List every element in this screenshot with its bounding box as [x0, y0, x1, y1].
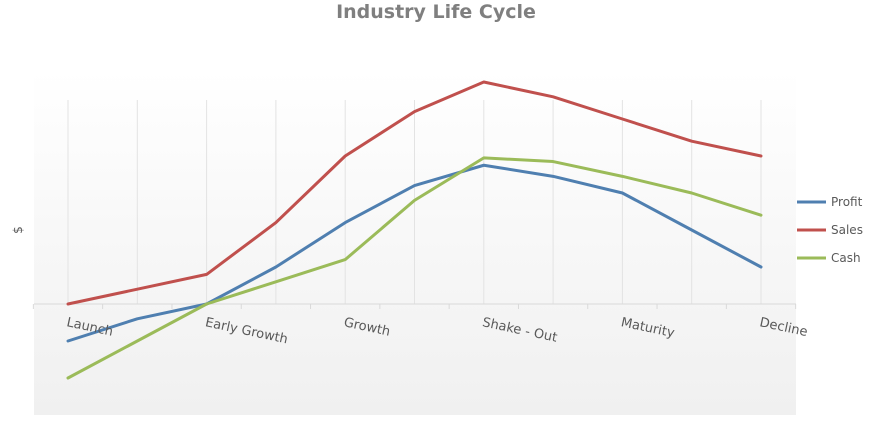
x-axis-ticks — [32, 304, 797, 309]
y-axis-label: $ — [11, 226, 25, 234]
legend-label-profit: Profit — [831, 195, 863, 209]
series-lines — [66, 80, 763, 380]
legend-label-sales: Sales — [831, 223, 863, 237]
legend-label-cash: Cash — [831, 251, 861, 265]
chart-title: Industry Life Cycle — [336, 1, 536, 23]
legend: Profit Sales Cash — [797, 195, 863, 265]
